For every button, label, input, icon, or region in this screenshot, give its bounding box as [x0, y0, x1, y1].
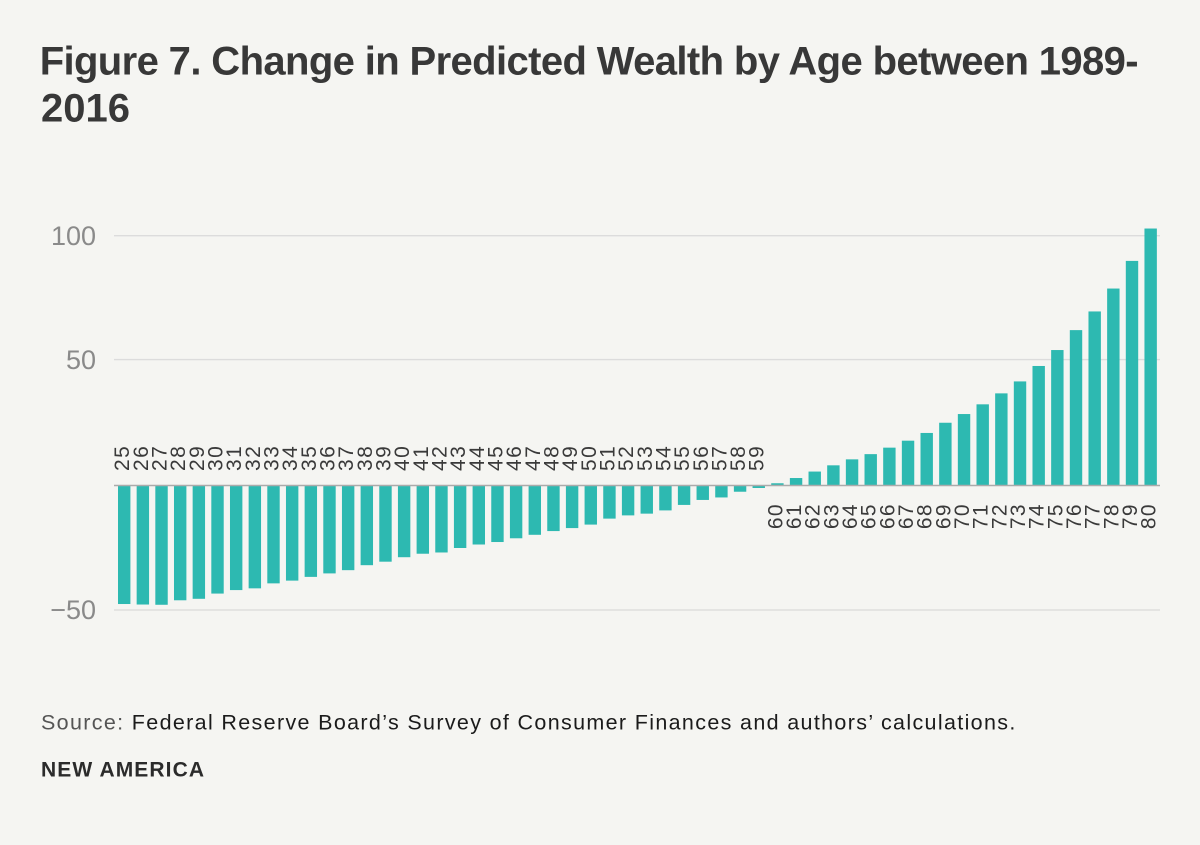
svg-text:79: 79 [1119, 503, 1142, 529]
svg-text:68: 68 [914, 503, 937, 529]
svg-text:NEW AMERICA: NEW AMERICA [41, 759, 205, 782]
svg-text:61: 61 [783, 503, 806, 529]
svg-text:−50: −50 [50, 595, 96, 625]
svg-text:58: 58 [727, 445, 750, 471]
svg-text:65: 65 [858, 503, 881, 529]
svg-text:41: 41 [410, 445, 433, 471]
svg-text:25: 25 [111, 445, 134, 471]
svg-text:26: 26 [130, 445, 153, 471]
svg-text:62: 62 [802, 503, 825, 529]
svg-text:29: 29 [186, 445, 209, 471]
svg-text:33: 33 [261, 445, 284, 471]
svg-text:28: 28 [167, 445, 190, 471]
svg-text:69: 69 [932, 503, 955, 529]
svg-text:74: 74 [1026, 503, 1049, 529]
svg-text:47: 47 [522, 445, 545, 471]
svg-text:77: 77 [1082, 503, 1105, 529]
svg-text:34: 34 [279, 445, 302, 471]
svg-text:30: 30 [205, 445, 228, 471]
svg-text:70: 70 [951, 503, 974, 529]
svg-text:54: 54 [652, 445, 675, 471]
svg-text:46: 46 [503, 445, 526, 471]
svg-text:Source: Federal Reserve Board’: Source: Federal Reserve Board’s Survey o… [41, 711, 1017, 735]
svg-text:36: 36 [316, 445, 339, 471]
svg-text:27: 27 [149, 445, 172, 471]
svg-text:53: 53 [634, 445, 657, 471]
svg-text:35: 35 [298, 445, 321, 471]
svg-text:100: 100 [51, 221, 96, 251]
svg-text:55: 55 [671, 445, 694, 471]
svg-text:Figure 7. Change in Predicted: Figure 7. Change in Predicted Wealth by … [40, 40, 1138, 84]
svg-text:56: 56 [690, 445, 713, 471]
svg-text:50: 50 [66, 345, 96, 375]
svg-text:73: 73 [1007, 503, 1030, 529]
svg-text:72: 72 [988, 503, 1011, 529]
svg-text:64: 64 [839, 503, 862, 529]
svg-text:52: 52 [615, 445, 638, 471]
svg-text:44: 44 [466, 445, 489, 471]
svg-text:66: 66 [876, 503, 899, 529]
svg-text:2016: 2016 [41, 87, 130, 131]
svg-text:57: 57 [708, 445, 731, 471]
svg-text:38: 38 [354, 445, 377, 471]
svg-text:43: 43 [447, 445, 470, 471]
svg-text:50: 50 [578, 445, 601, 471]
svg-text:75: 75 [1044, 503, 1067, 529]
svg-text:60: 60 [764, 503, 787, 529]
svg-text:45: 45 [484, 445, 507, 471]
svg-text:31: 31 [223, 445, 246, 471]
svg-text:67: 67 [895, 503, 918, 529]
svg-text:32: 32 [242, 445, 265, 471]
svg-text:42: 42 [428, 445, 451, 471]
svg-text:59: 59 [746, 445, 769, 471]
svg-text:71: 71 [970, 503, 993, 529]
svg-text:78: 78 [1100, 503, 1123, 529]
svg-text:51: 51 [596, 445, 619, 471]
svg-text:48: 48 [540, 445, 563, 471]
svg-text:39: 39 [372, 445, 395, 471]
svg-text:37: 37 [335, 445, 358, 471]
svg-text:40: 40 [391, 445, 414, 471]
svg-text:80: 80 [1138, 503, 1161, 529]
svg-text:49: 49 [559, 445, 582, 471]
svg-text:76: 76 [1063, 503, 1086, 529]
svg-text:63: 63 [820, 503, 843, 529]
